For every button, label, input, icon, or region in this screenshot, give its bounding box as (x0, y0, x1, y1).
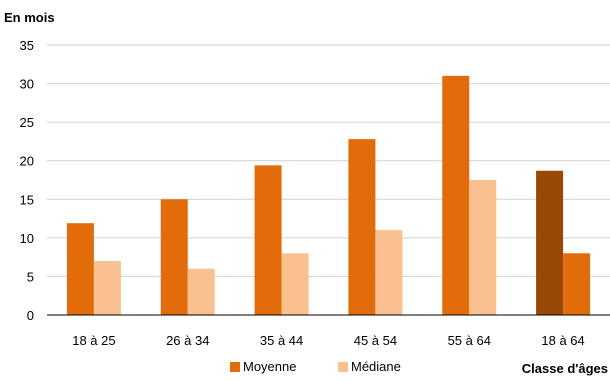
x-tick-label: 18 à 25 (72, 333, 115, 348)
y-axis-title: En mois (4, 10, 55, 25)
bar-mediane (281, 253, 309, 315)
y-tick-label: 25 (20, 115, 34, 130)
bar-mediane (375, 230, 403, 315)
bar-mediane (563, 253, 591, 315)
bar-moyenne (254, 165, 282, 315)
y-tick-label: 0 (27, 308, 34, 323)
bars (66, 75, 591, 315)
legend-swatch (230, 362, 240, 372)
x-tick-label: 35 à 44 (260, 333, 303, 348)
legend-label: Moyenne (243, 359, 296, 374)
y-axis-ticks: 0 5 10 15 20 25 30 35 (20, 38, 34, 323)
bar-moyenne (442, 75, 470, 315)
x-axis-title: Classe d'âges (522, 361, 608, 376)
legend-swatch (338, 362, 348, 372)
bar-mediane (93, 261, 121, 315)
legend: Moyenne Médiane (230, 359, 401, 374)
x-tick-label: 26 à 34 (166, 333, 209, 348)
gridlines (47, 44, 610, 315)
bar-moyenne (536, 170, 564, 315)
x-tick-label: 18 à 64 (541, 333, 584, 348)
y-tick-label: 20 (20, 154, 34, 169)
y-tick-label: 30 (20, 77, 34, 92)
x-axis-ticks: 18 à 25 26 à 34 35 à 44 45 à 54 55 à 64 18 à … (72, 333, 585, 348)
y-tick-label: 10 (20, 231, 34, 246)
bar-mediane (187, 268, 215, 315)
y-tick-label: 5 (27, 269, 34, 284)
bar-moyenne (348, 139, 376, 315)
bar-mediane (469, 180, 497, 315)
legend-label: Médiane (351, 359, 401, 374)
x-tick-label: 45 à 54 (354, 333, 397, 348)
x-tick-label: 55 à 64 (448, 333, 491, 348)
bar-moyenne (66, 223, 94, 315)
bar-moyenne (160, 199, 188, 315)
y-tick-label: 15 (20, 192, 34, 207)
y-tick-label: 35 (20, 38, 34, 53)
plot-area (47, 45, 610, 315)
